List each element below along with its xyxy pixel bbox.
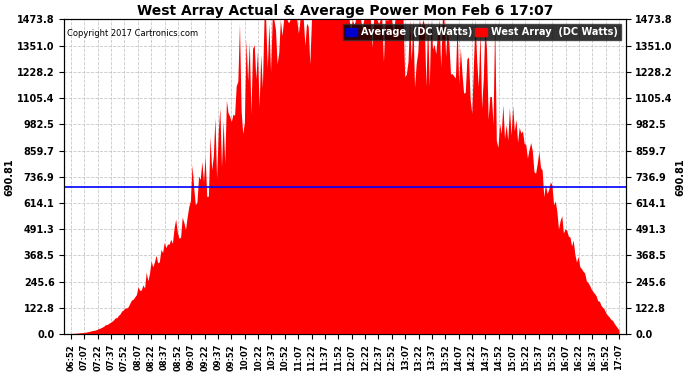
Text: Copyright 2017 Cartronics.com: Copyright 2017 Cartronics.com — [67, 29, 198, 38]
Y-axis label: 690.81: 690.81 — [676, 158, 686, 196]
Legend: Average  (DC Watts), West Array  (DC Watts): Average (DC Watts), West Array (DC Watts… — [343, 24, 621, 40]
Y-axis label: 690.81: 690.81 — [4, 158, 14, 196]
Title: West Array Actual & Average Power Mon Feb 6 17:07: West Array Actual & Average Power Mon Fe… — [137, 4, 553, 18]
